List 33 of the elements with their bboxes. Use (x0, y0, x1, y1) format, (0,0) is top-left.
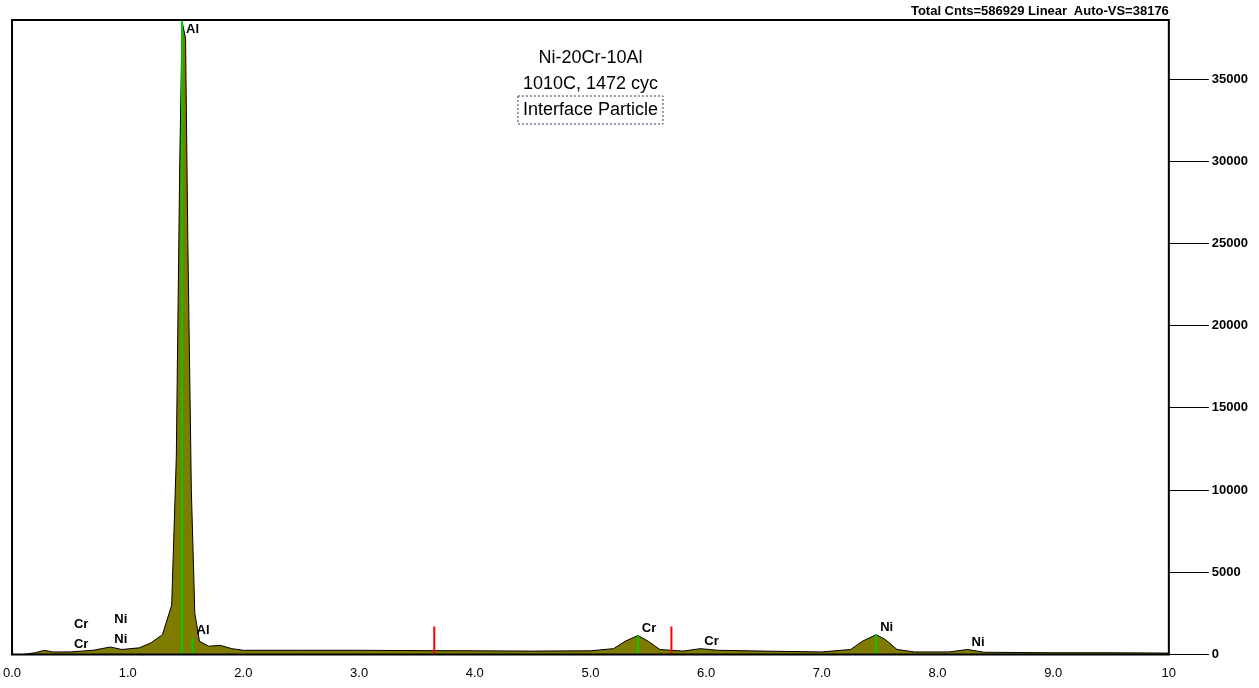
x-tick-label: 4.0 (465, 664, 484, 680)
y-tick-label: 0 (1211, 645, 1220, 661)
annotation: Ni (114, 631, 128, 647)
x-tick-label: 6.0 (697, 664, 716, 680)
annotation: Ni (880, 618, 894, 634)
annotation: Ni (114, 611, 128, 627)
annotation: Ni (971, 633, 985, 649)
x-tick-label: 9.0 (1044, 664, 1063, 680)
y-tick-label: 30000 (1211, 152, 1249, 168)
x-tick-label: 3.0 (350, 664, 369, 680)
annotation: Cr (73, 616, 89, 632)
y-tick-label: 15000 (1211, 399, 1249, 415)
x-tick-label: 10 (1161, 664, 1177, 680)
annotation: Cr (73, 636, 89, 652)
y-tick-label: 35000 (1211, 70, 1249, 86)
text: Ni-20Cr-10Al (538, 46, 643, 67)
x-tick-label: 0.0 (3, 664, 22, 680)
x-tick-label: 5.0 (581, 664, 600, 680)
x-tick-label: 1.0 (118, 664, 137, 680)
x-tick-label: 8.0 (928, 664, 947, 680)
y-tick-label: 20000 (1211, 317, 1249, 333)
y-tick-label: 10000 (1211, 481, 1249, 497)
annotation: Al (196, 622, 210, 638)
y-tick-label: 25000 (1211, 235, 1249, 251)
x-tick-label: 7.0 (812, 664, 831, 680)
y-tick-label: 5000 (1211, 563, 1241, 579)
text: 1010C, 1472 cyc (522, 72, 658, 93)
annotation: Cr (704, 632, 719, 648)
annotation: Interface Particle (522, 98, 658, 119)
annotation: Al (186, 21, 200, 37)
text: Total Cnts=586929 Linear Auto-VS=38176 (910, 3, 1169, 19)
x-tick-label: 2.0 (234, 664, 253, 680)
annotation: Cr (641, 619, 657, 635)
